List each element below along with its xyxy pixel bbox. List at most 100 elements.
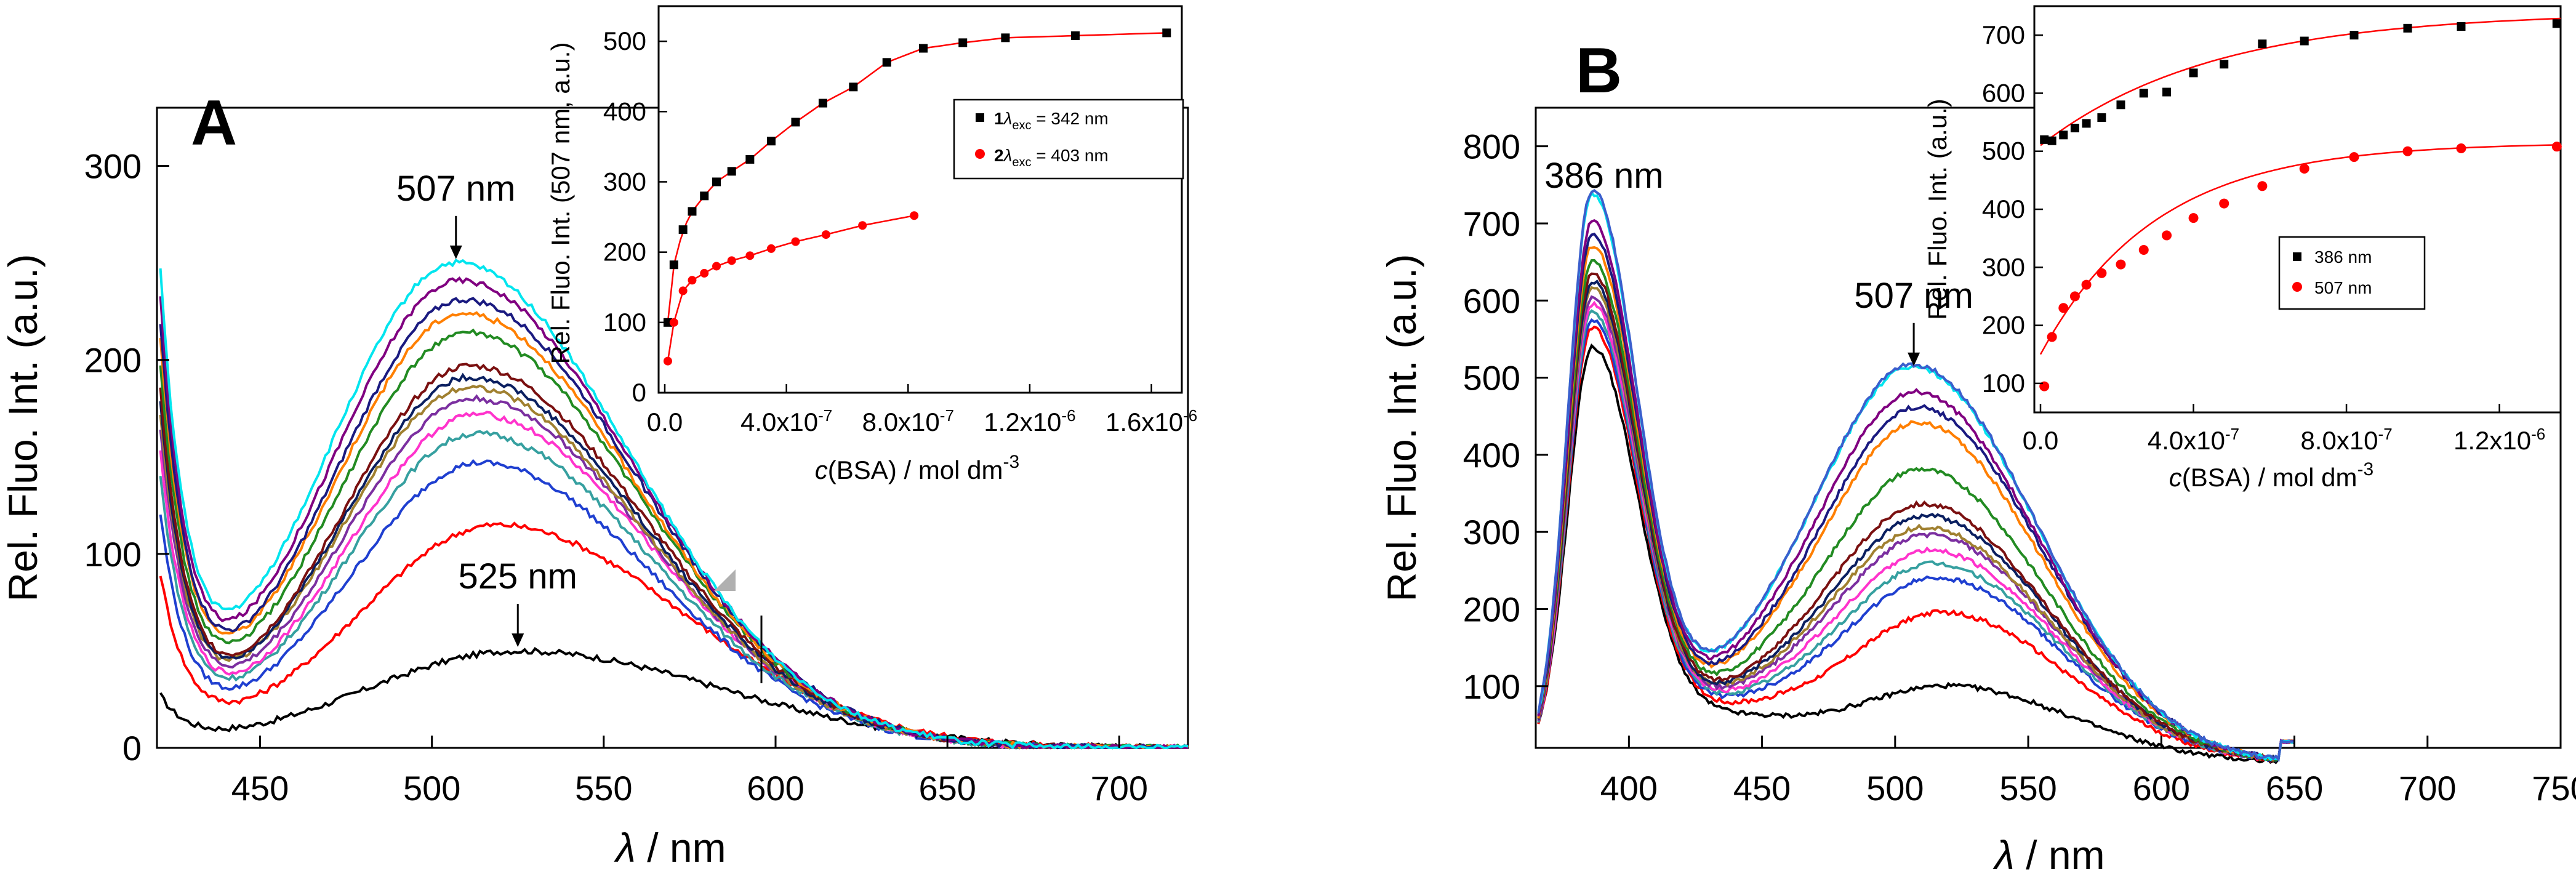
panel-b-inset-point-s2	[2257, 181, 2268, 191]
panel-a-inset-point-s1	[882, 58, 891, 67]
panel-b-inset-point-s1	[2162, 87, 2172, 97]
panel-b-x-tick-label: 550	[1999, 769, 2056, 808]
legend-sub-1: exc	[1012, 119, 1031, 132]
panel-a-inset-x-symbol: c	[815, 456, 828, 484]
panel-b-y-ticks: 100 200 300 400 500 600 700 800	[1463, 127, 1548, 706]
panel-b-inset-point-s1	[2349, 31, 2359, 40]
panel-b-inset-x-tick-exp: -6	[2531, 425, 2545, 443]
panel-a-inset-y-ticks: 0 100 200 300 400 500	[603, 26, 667, 407]
panel-a-inset-x-tick-label: 1.6x10-6	[1105, 406, 1197, 436]
panel-b-x-axis-label: λ / nm	[1992, 832, 2105, 878]
panel-b-inset-x-exp: -3	[2357, 459, 2374, 480]
panel-a-inset-point-s2	[910, 211, 919, 220]
panel-a: A 0 100 200 300 450 500 550 600 650 700 507 nm 52…	[0, 5, 1197, 870]
panel-a-artifact-triangle	[714, 569, 736, 591]
panel-a-inset-y-tick-label: 300	[603, 167, 646, 196]
panel-b-inset-point-s2	[2551, 142, 2562, 152]
panel-a-inset-point-s2	[669, 318, 678, 327]
panel-b-inset-x-symbol: c	[2169, 463, 2182, 492]
panel-b-inset-point-s1	[2040, 135, 2049, 144]
panel-a-inset-point-s1	[712, 177, 721, 187]
panel-b-inset-point-s2	[2047, 332, 2057, 342]
panel-a-legend-marker-2	[975, 149, 985, 159]
panel-a-curve-4	[159, 430, 1189, 750]
panel-a-inset-legend: 1λexc = 342 nm 2λexc = 403 nm	[953, 98, 1184, 180]
panel-a-curve-14	[159, 258, 1189, 750]
panel-a-inset-point-s1	[1162, 28, 1171, 38]
panel-a-inset-point-s1	[700, 191, 709, 201]
panel-a-x-tick-label: 650	[918, 769, 976, 808]
legend-sym-1: λ	[1003, 109, 1013, 128]
panel-a-inset-point-s2	[858, 221, 867, 230]
panel-a-inset-point-s2	[678, 286, 688, 295]
panel-a-x-axis-symbol: λ	[614, 825, 635, 870]
panel-b-inset-point-s2	[2219, 198, 2229, 209]
panel-b-y-tick-label: 200	[1463, 590, 1520, 628]
panel-b-inset-point-s2	[2081, 279, 2092, 290]
panel-a-x-tick-label: 500	[403, 769, 460, 808]
panel-b-inset-point-s1	[2258, 39, 2267, 49]
panel-b-inset-y-tick-label: 600	[1982, 78, 2025, 107]
panel-a-inset-y-tick-label: 400	[603, 97, 646, 126]
panel-b-inset-point-s1	[2139, 89, 2148, 98]
panel-a-curve-5	[159, 411, 1189, 750]
panel-b-x-axis-symbol: λ	[1992, 832, 2014, 878]
panel-b-y-tick-label: 300	[1463, 513, 1520, 552]
panel-b-inset-y-tick-label: 100	[1982, 369, 2025, 398]
panel-a-inset-point-s1	[1071, 31, 1080, 40]
panel-a-x-tick-label: 700	[1091, 769, 1148, 808]
panel-b-peak-label-1: 386 nm	[1544, 156, 1663, 196]
panel-a-y-axis-label: Rel. Fluo. Int. (a.u.)	[0, 254, 46, 602]
panel-b-inset-point-s1	[2047, 136, 2056, 145]
panel-b-inset-x-tick-label: 0.0	[2023, 426, 2058, 455]
panel-a-inset-x-tick-label: 8.0x10-7	[862, 406, 954, 436]
panel-b-curves	[1537, 188, 2295, 765]
panel-a-inset-point-s1	[727, 167, 736, 176]
panel-a-inset-x-ticks: 0.0 4.0x10-7 8.0x10-7 1.2x10-6 1.6x10-6	[647, 384, 1197, 436]
panel-b-legend-marker-1	[2293, 252, 2301, 261]
legend-num-2: 2	[994, 146, 1004, 165]
panel-b-inset-point-s2	[2058, 303, 2069, 313]
panel-b-x-tick-label: 500	[1866, 769, 1924, 808]
panel-b-peak-label-2: 507 nm	[1854, 276, 1973, 316]
legend-num-1: 1	[994, 109, 1004, 128]
panel-a-inset-x-tick-exp: -6	[1183, 406, 1197, 425]
panel-b-x-tick-label: 400	[1600, 769, 1658, 808]
panel-b-inset-point-s2	[2349, 152, 2359, 163]
panel-b-inset-point-s2	[2402, 146, 2413, 156]
panel-a-inset-x-tick-exp: -7	[940, 406, 954, 425]
panel-b-legend-marker-2	[2292, 282, 2302, 292]
panel-b-inset-point-s1	[2220, 60, 2229, 69]
panel-a-peak-arrowhead-2	[512, 633, 524, 648]
panel-b-inset-x-axis-label: c(BSA) / mol dm-3	[2169, 459, 2373, 492]
panel-a-inset-y-tick-label: 200	[603, 238, 646, 267]
panel-a-inset-point-s2	[663, 356, 672, 366]
panel-b-legend-entry-2: 507 nm	[2314, 278, 2372, 297]
panel-a-inset-point-s1	[958, 38, 968, 47]
panel-a-inset-y-axis-label: Rel. Fluo. Int. (507 nm, a.u.)	[546, 42, 575, 364]
panel-b-y-tick-label: 700	[1463, 204, 1520, 243]
panel-a-inset-point-s1	[791, 118, 800, 127]
panel-b-x-tick-label: 650	[2266, 769, 2323, 808]
panel-b-x-tick-label: 600	[2133, 769, 2190, 808]
panel-b-inset-y-axis-label: Rel. Fluo. Int. (a.u.)	[1923, 98, 1952, 319]
panel-a-legend-marker-1	[976, 113, 984, 122]
panel-b-inset-point-s2	[2097, 268, 2107, 278]
panel-b-inset-y-ticks: 100 200 300 400 500 600 700	[1982, 20, 2043, 398]
panel-b-legend-entry-1: 386 nm	[2314, 247, 2372, 267]
panel-b-inset-point-s1	[2116, 100, 2125, 110]
panel-b-inset-point-s2	[2138, 245, 2149, 255]
panel-a-label: A	[191, 87, 237, 159]
panel-a-inset-x-exp: -3	[1003, 452, 1020, 472]
panel-b-curve-1	[1537, 343, 2295, 765]
panel-a-inset-fit-2	[667, 215, 915, 361]
panel-a-inset-x-text: (BSA) / mol dm	[828, 456, 1003, 484]
panel-b-inset-y-tick-label: 200	[1982, 311, 2025, 340]
panel-b-inset-point-s1	[2059, 130, 2068, 140]
panel-b-y-tick-label: 800	[1463, 127, 1520, 166]
panel-a-curve-1	[159, 646, 1189, 750]
panel-b-curve-15	[1537, 188, 2295, 763]
panel-a-legend-entry-1: 1λexc = 342 nm	[994, 109, 1109, 132]
panel-b-y-tick-label: 400	[1463, 436, 1520, 475]
